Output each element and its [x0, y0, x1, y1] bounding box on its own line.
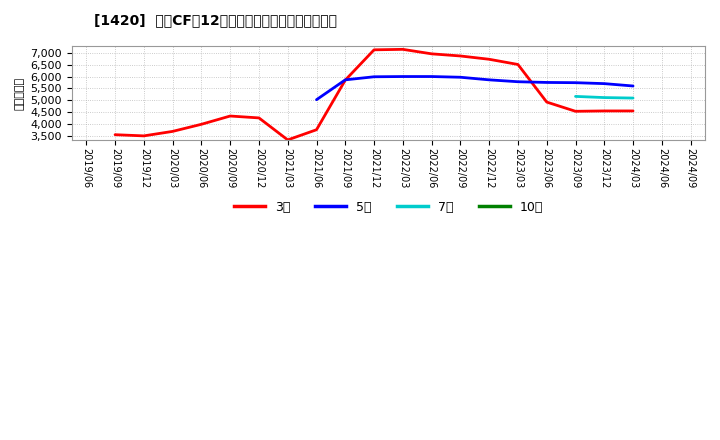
Line: 3年: 3年: [115, 49, 633, 140]
3年: [427, 51, 436, 56]
3年: [456, 53, 464, 59]
3年: [312, 127, 321, 132]
5年: [513, 79, 522, 84]
Line: 7年: 7年: [575, 96, 633, 98]
Legend: 3年, 5年, 7年, 10年: 3年, 5年, 7年, 10年: [228, 196, 549, 219]
Text: [1420]  営業CFの12か月移動合計の標準偏差の推移: [1420] 営業CFの12か月移動合計の標準偏差の推移: [94, 13, 337, 27]
5年: [571, 80, 580, 85]
5年: [485, 77, 493, 82]
3年: [341, 77, 350, 83]
3年: [255, 115, 264, 121]
3年: [370, 47, 379, 52]
5年: [312, 97, 321, 103]
5年: [629, 83, 637, 88]
3年: [168, 129, 177, 134]
7年: [629, 95, 637, 101]
3年: [513, 62, 522, 67]
5年: [370, 74, 379, 79]
3年: [600, 108, 608, 114]
5年: [341, 77, 350, 82]
3年: [629, 108, 637, 114]
3年: [398, 47, 407, 52]
3年: [284, 137, 292, 143]
3年: [226, 114, 235, 119]
3年: [485, 57, 493, 62]
Y-axis label: （百万円）: （百万円）: [15, 77, 25, 110]
5年: [600, 81, 608, 86]
5年: [427, 74, 436, 79]
5年: [456, 75, 464, 80]
Line: 5年: 5年: [317, 77, 633, 100]
3年: [542, 99, 551, 105]
7年: [571, 94, 580, 99]
3年: [197, 121, 206, 127]
5年: [542, 80, 551, 85]
3年: [111, 132, 120, 137]
3年: [571, 109, 580, 114]
5年: [398, 74, 407, 79]
3年: [140, 133, 148, 139]
7年: [600, 95, 608, 100]
